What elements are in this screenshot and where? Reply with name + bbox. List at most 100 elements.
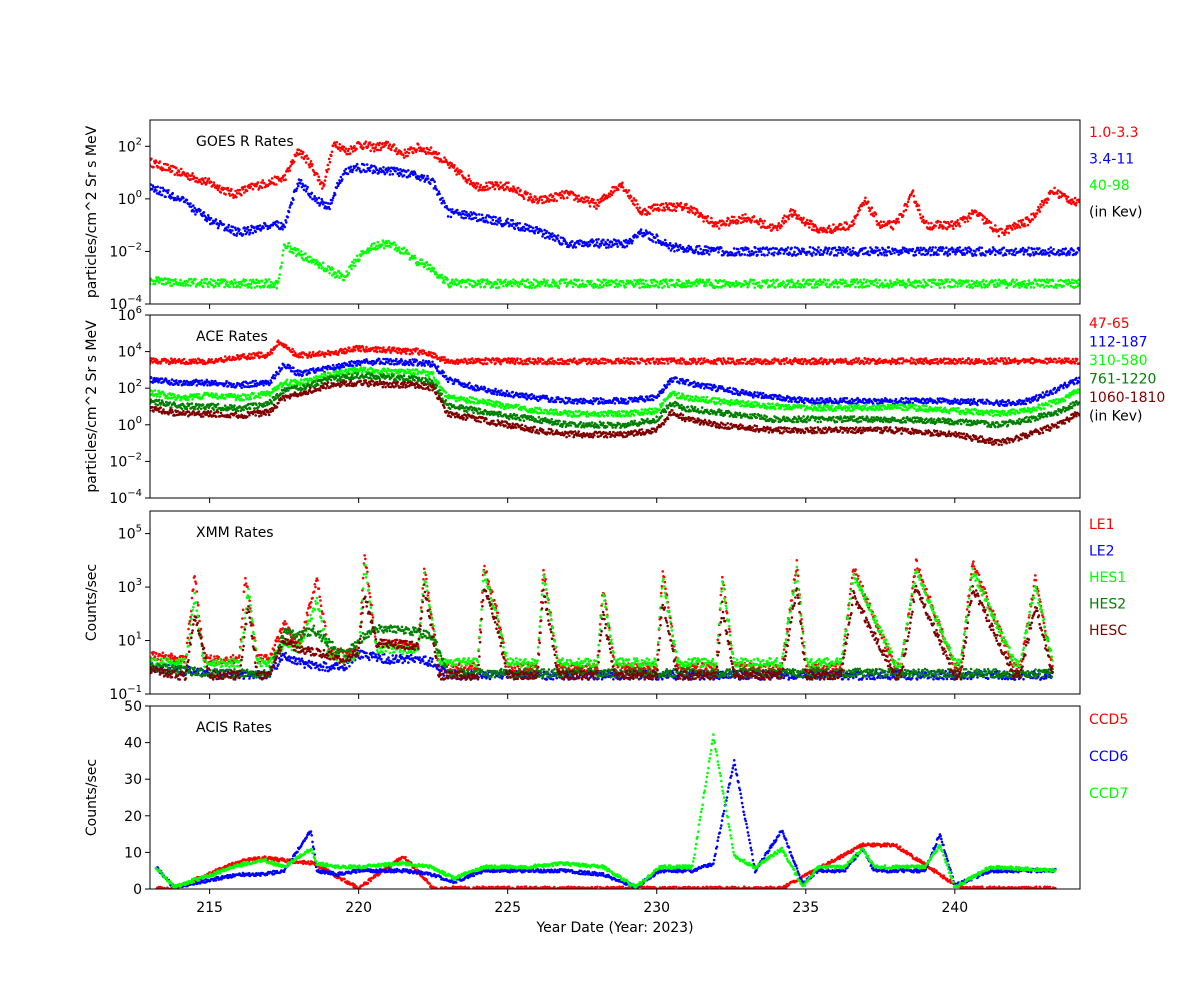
data-point: [1046, 278, 1049, 281]
data-point: [954, 224, 958, 228]
data-point: [615, 240, 618, 243]
data-point: [1062, 284, 1065, 288]
data-point: [597, 238, 600, 241]
data-point: [757, 281, 761, 284]
data-point: [534, 358, 537, 362]
data-point: [1072, 281, 1075, 285]
data-point: [548, 237, 551, 240]
data-point: [638, 286, 641, 290]
data-point: [490, 181, 494, 184]
data-point: [358, 258, 361, 262]
data-point: [754, 250, 758, 254]
data-point: [330, 201, 334, 205]
data-point: [958, 224, 962, 228]
data-point: [1000, 227, 1003, 231]
data-point: [485, 181, 488, 185]
data-point: [536, 357, 540, 360]
data-point: [344, 167, 348, 171]
data-point: [199, 180, 202, 184]
data-point: [574, 246, 578, 249]
data-point: [831, 231, 834, 234]
data-point: [392, 346, 396, 350]
data-point: [429, 263, 432, 267]
data-point: [897, 253, 900, 256]
data-point: [342, 278, 346, 282]
data-point: [987, 283, 991, 287]
data-point: [309, 195, 312, 199]
data-point: [988, 248, 991, 251]
data-point: [550, 362, 553, 365]
data-point: [654, 203, 657, 206]
data-point: [956, 246, 959, 250]
data-point: [182, 357, 186, 361]
data-point: [353, 349, 357, 352]
data-point: [877, 221, 881, 225]
data-point: [164, 195, 167, 199]
data-point: [542, 278, 546, 281]
data-point: [470, 357, 474, 360]
data-point: [353, 145, 356, 148]
data-point: [877, 286, 881, 289]
data-point: [991, 246, 995, 249]
data-point: [346, 152, 349, 156]
data-point: [934, 224, 937, 228]
data-point: [287, 241, 291, 245]
data-point: [937, 220, 940, 223]
data-point: [661, 362, 664, 365]
data-point: [260, 181, 263, 184]
data-point: [560, 357, 563, 361]
data-point: [251, 187, 255, 191]
data-point: [669, 249, 673, 252]
data-point: [671, 279, 674, 282]
data-point: [273, 283, 277, 286]
data-point: [549, 193, 553, 196]
data-point: [231, 225, 235, 229]
data-point: [851, 224, 854, 227]
data-point: [287, 210, 291, 214]
data-point: [668, 241, 672, 245]
data-point: [881, 281, 884, 285]
data-point: [229, 231, 233, 234]
data-point: [585, 284, 588, 288]
data-point: [553, 198, 556, 201]
data-point: [446, 215, 450, 218]
data-point: [1029, 286, 1033, 289]
data-point: [637, 278, 640, 282]
data-point: [933, 278, 937, 282]
data-point: [918, 213, 922, 216]
data-point: [672, 202, 676, 206]
data-point: [958, 281, 962, 285]
data-point: [152, 357, 155, 360]
data-point: [1063, 252, 1066, 256]
data-point: [205, 219, 209, 223]
data-point: [525, 223, 529, 227]
data-point: [1018, 281, 1022, 285]
data-point: [435, 188, 439, 191]
data-point: [253, 286, 257, 289]
data-point: [189, 202, 192, 205]
data-point: [1069, 284, 1073, 288]
data-point: [1027, 279, 1031, 282]
data-point: [318, 350, 321, 353]
data-point: [742, 217, 746, 220]
data-point: [793, 209, 797, 213]
data-point: [542, 201, 546, 204]
data-point: [627, 242, 631, 245]
data-point: [887, 246, 891, 249]
data-point: [667, 206, 671, 210]
data-point: [461, 210, 464, 213]
data-point: [374, 146, 378, 149]
data-point: [980, 246, 984, 250]
data-point: [233, 233, 236, 237]
data-point: [446, 278, 449, 281]
data-point: [540, 230, 544, 233]
data-point: [918, 251, 921, 255]
data-point: [754, 246, 757, 250]
data-point: [769, 223, 772, 226]
data-point: [787, 217, 790, 221]
data-point: [992, 283, 996, 287]
data-point: [956, 285, 959, 288]
data-point: [864, 196, 867, 200]
data-point: [1045, 201, 1049, 204]
data-point: [189, 362, 193, 365]
